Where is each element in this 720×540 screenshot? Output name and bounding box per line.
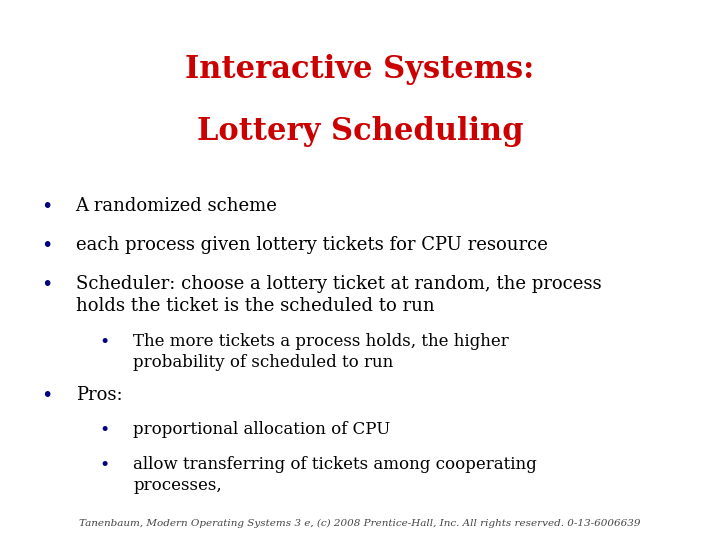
Text: •: •	[41, 197, 53, 216]
Text: •: •	[41, 236, 53, 255]
Text: allow transferring of tickets among cooperating
processes,: allow transferring of tickets among coop…	[133, 456, 537, 494]
Text: The more tickets a process holds, the higher
probability of scheduled to run: The more tickets a process holds, the hi…	[133, 333, 509, 371]
Text: •: •	[99, 456, 109, 474]
Text: A randomized scheme: A randomized scheme	[76, 197, 277, 215]
Text: proportional allocation of CPU: proportional allocation of CPU	[133, 421, 390, 438]
Text: •: •	[99, 333, 109, 351]
Text: each process given lottery tickets for CPU resource: each process given lottery tickets for C…	[76, 236, 547, 254]
Text: Pros:: Pros:	[76, 386, 122, 404]
Text: Interactive Systems:: Interactive Systems:	[185, 54, 535, 85]
Text: Tanenbaum, Modern Operating Systems 3 e, (c) 2008 Prentice-Hall, Inc. All rights: Tanenbaum, Modern Operating Systems 3 e,…	[79, 519, 641, 528]
Text: Lottery Scheduling: Lottery Scheduling	[197, 116, 523, 147]
Text: •: •	[41, 386, 53, 405]
Text: •: •	[41, 275, 53, 294]
Text: Scheduler: choose a lottery ticket at random, the process
holds the ticket is th: Scheduler: choose a lottery ticket at ra…	[76, 275, 601, 315]
Text: •: •	[99, 421, 109, 439]
